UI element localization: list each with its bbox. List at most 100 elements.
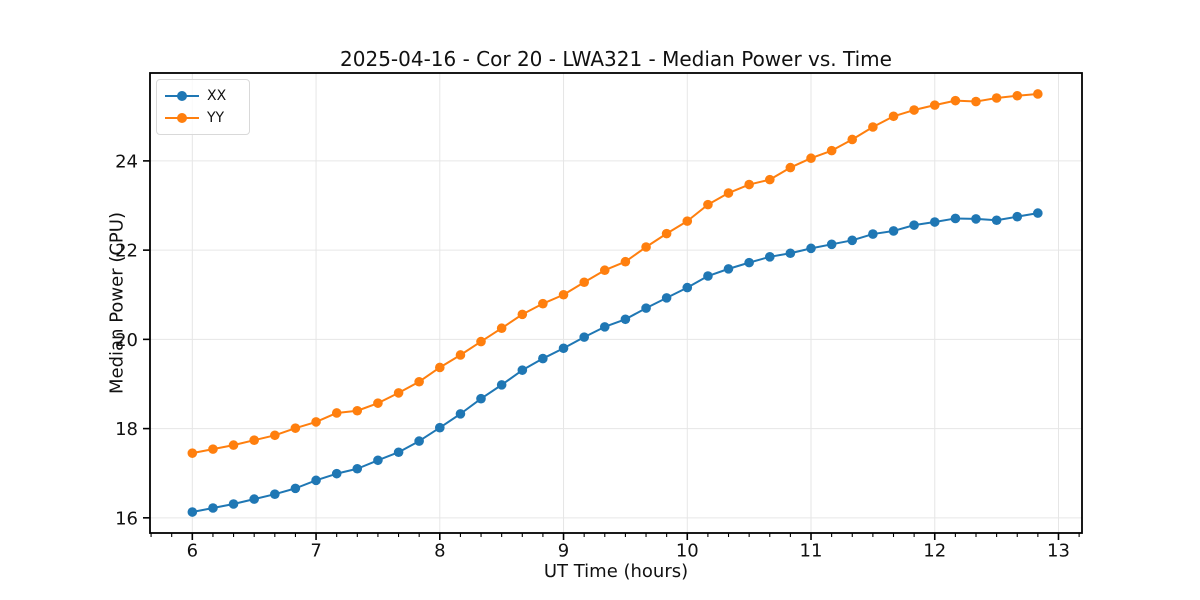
legend-item-xx: XX bbox=[165, 86, 241, 106]
data-point-yy bbox=[249, 435, 259, 446]
y-tick-label: 18 bbox=[115, 419, 138, 440]
data-point-yy bbox=[208, 444, 218, 454]
x-tick-label: 6 bbox=[187, 541, 198, 562]
legend-line-marker-icon bbox=[165, 90, 199, 102]
data-point-yy bbox=[682, 216, 693, 226]
data-point-xx bbox=[950, 213, 961, 224]
data-point-yy bbox=[909, 105, 919, 115]
plot-border bbox=[149, 72, 1083, 534]
data-point-xx bbox=[496, 380, 507, 390]
data-point-yy bbox=[187, 448, 198, 458]
x-axis-label: UT Time (hours) bbox=[543, 561, 689, 582]
data-point-xx bbox=[270, 489, 280, 499]
chart-title: 2025-04-16 - Cor 20 - LWA321 - Median Po… bbox=[340, 47, 892, 71]
data-point-xx bbox=[249, 494, 259, 504]
data-point-xx bbox=[187, 507, 198, 517]
data-point-yy bbox=[599, 265, 610, 276]
x-tick-label: 10 bbox=[676, 541, 699, 562]
data-point-xx bbox=[331, 468, 342, 479]
data-point-yy bbox=[476, 336, 486, 347]
data-point-yy bbox=[228, 440, 239, 450]
data-point-yy bbox=[270, 430, 280, 441]
data-point-yy bbox=[290, 423, 301, 433]
data-point-xx bbox=[888, 226, 899, 236]
data-point-xx bbox=[558, 343, 569, 354]
data-point-xx bbox=[435, 422, 445, 433]
data-point-yy bbox=[971, 96, 981, 107]
data-point-yy bbox=[641, 242, 651, 252]
data-point-xx bbox=[620, 314, 631, 325]
data-point-xx bbox=[208, 503, 218, 513]
data-point-xx bbox=[414, 436, 424, 446]
data-point-yy bbox=[538, 298, 548, 309]
data-point-xx bbox=[847, 235, 858, 246]
data-point-xx bbox=[352, 463, 363, 474]
legend-line-marker-icon bbox=[165, 112, 199, 124]
data-point-yy bbox=[785, 162, 796, 173]
data-point-yy bbox=[455, 350, 466, 360]
data-point-yy bbox=[1033, 89, 1043, 99]
data-point-xx bbox=[579, 332, 589, 342]
legend-item-yy: YY bbox=[165, 108, 241, 128]
data-point-yy bbox=[929, 100, 940, 110]
y-axis-label: Median Power (CPU) bbox=[106, 212, 128, 394]
data-point-yy bbox=[950, 95, 961, 106]
legend-label-yy: YY bbox=[207, 110, 225, 126]
data-point-yy bbox=[620, 256, 631, 267]
x-tick-label: 11 bbox=[800, 541, 823, 562]
data-point-yy bbox=[991, 93, 1002, 103]
data-point-yy bbox=[868, 122, 878, 132]
data-point-xx bbox=[826, 239, 837, 250]
data-point-xx bbox=[744, 257, 754, 268]
legend-dot-xx bbox=[177, 91, 187, 101]
data-point-xx bbox=[661, 293, 672, 303]
data-point-xx bbox=[868, 229, 878, 239]
data-point-yy bbox=[888, 111, 899, 122]
data-point-yy bbox=[435, 362, 445, 373]
data-point-yy bbox=[311, 417, 321, 427]
data-point-yy bbox=[393, 388, 404, 398]
data-point-xx bbox=[765, 252, 775, 262]
legend-label-xx: XX bbox=[207, 88, 227, 104]
data-point-xx bbox=[929, 217, 940, 227]
data-point-yy bbox=[517, 309, 528, 320]
data-point-xx bbox=[393, 447, 404, 458]
data-point-xx bbox=[228, 499, 239, 509]
x-tick-label: 7 bbox=[310, 541, 321, 562]
data-point-yy bbox=[496, 323, 507, 334]
series-line-xx bbox=[191, 212, 1039, 514]
data-point-yy bbox=[703, 199, 713, 210]
y-tick-label: 22 bbox=[115, 241, 138, 262]
data-point-xx bbox=[909, 220, 919, 230]
x-tick-label: 9 bbox=[558, 541, 569, 562]
data-point-xx bbox=[290, 483, 301, 494]
data-point-xx bbox=[1033, 208, 1043, 218]
series-line-yy bbox=[191, 92, 1039, 455]
data-point-yy bbox=[373, 398, 383, 408]
data-point-xx bbox=[455, 409, 466, 419]
data-point-xx bbox=[311, 475, 321, 486]
data-point-yy bbox=[579, 277, 589, 288]
data-point-xx bbox=[373, 455, 383, 466]
x-tick-label: 8 bbox=[434, 541, 445, 562]
data-point-yy bbox=[826, 145, 837, 156]
data-point-xx bbox=[682, 282, 693, 293]
data-point-yy bbox=[558, 289, 569, 300]
data-point-xx bbox=[538, 353, 548, 364]
y-tick-label: 20 bbox=[115, 330, 138, 351]
data-point-xx bbox=[1012, 211, 1023, 222]
data-point-yy bbox=[352, 405, 363, 416]
data-point-yy bbox=[331, 408, 342, 418]
legend: XX YY bbox=[156, 79, 250, 135]
legend-dot-yy bbox=[177, 113, 187, 123]
y-tick-label: 24 bbox=[115, 151, 138, 172]
data-point-xx bbox=[476, 393, 486, 404]
y-tick-label: 16 bbox=[115, 508, 138, 529]
data-point-yy bbox=[661, 228, 672, 239]
data-point-xx bbox=[971, 214, 981, 224]
x-tick-label: 12 bbox=[923, 541, 946, 562]
data-point-xx bbox=[517, 365, 528, 375]
data-point-xx bbox=[641, 303, 651, 313]
